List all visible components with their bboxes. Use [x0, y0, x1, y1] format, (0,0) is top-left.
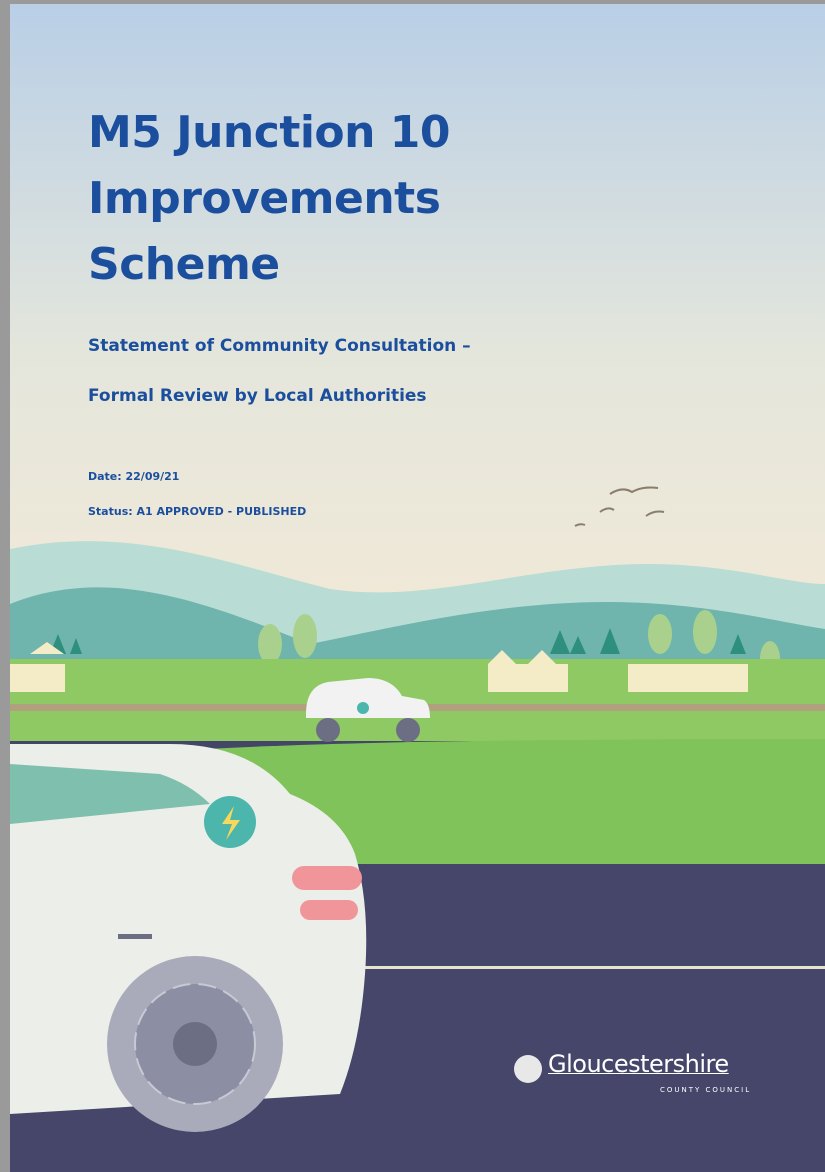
subtitle-line: Formal Review by Local Authorities: [88, 386, 427, 406]
cover-page: M5 Junction 10 Improvements Scheme State…: [10, 4, 825, 1172]
date: Date: 22/09/21: [88, 470, 179, 483]
logo-name: Gloucestershire: [548, 1050, 729, 1078]
subtitle-line: Statement of Community Consultation –: [88, 336, 471, 356]
logo-tagline: COUNTY COUNCIL: [660, 1086, 751, 1094]
title: M5 Junction 10 Improvements Scheme: [88, 100, 548, 298]
status: Status: A1 APPROVED - PUBLISHED: [88, 505, 306, 518]
page-root: M5 Junction 10 Improvements Scheme State…: [0, 0, 825, 1172]
logo-crest: [514, 1055, 542, 1083]
